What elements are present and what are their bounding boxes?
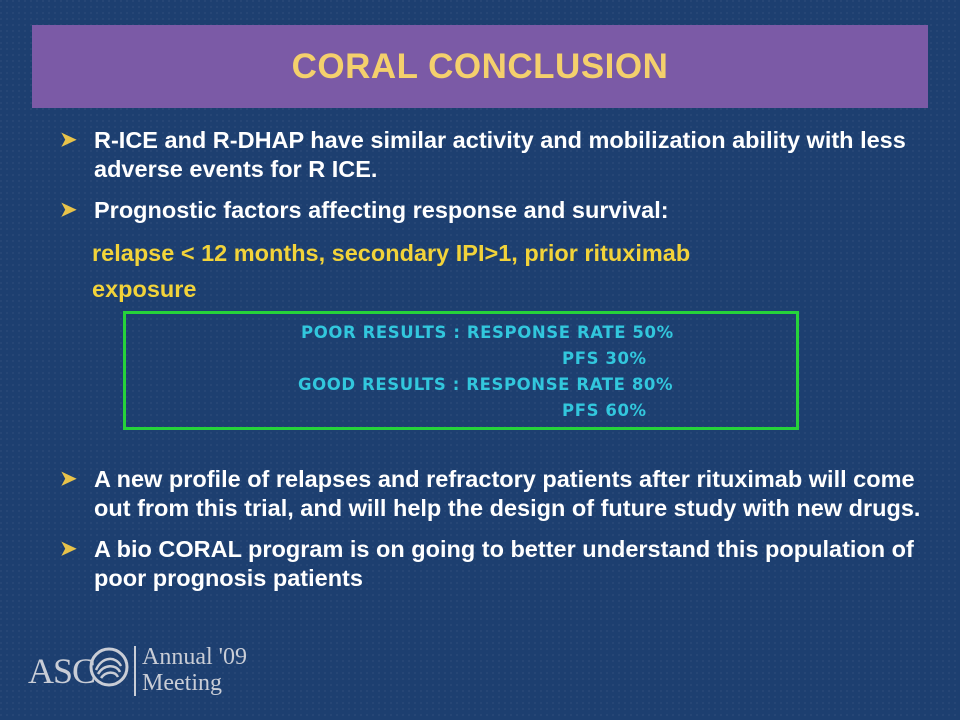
bullet-item: ➤ Prognostic factors affecting response … (60, 196, 930, 225)
good-pfs-line: PFS 60% (562, 401, 647, 420)
prognostic-factors-line: relapse < 12 months, secondary IPI>1, pr… (92, 240, 691, 266)
asco-swirl-icon (89, 647, 129, 687)
bullet-text: A new profile of relapses and refractory… (94, 466, 921, 521)
top-bullet-list: ➤ R-ICE and R-DHAP have similar activity… (60, 126, 930, 237)
poor-results-line: POOR RESULTS : RESPONSE RATE 50% (301, 323, 674, 342)
bullet-text: Prognostic factors affecting response an… (94, 197, 669, 223)
arrow-bullet-icon: ➤ (60, 538, 77, 560)
logo-meeting-text: Meeting (142, 670, 222, 696)
arrow-bullet-icon: ➤ (60, 129, 77, 151)
results-box: POOR RESULTS : RESPONSE RATE 50% PFS 30%… (123, 311, 799, 430)
arrow-bullet-icon: ➤ (60, 468, 77, 490)
asco-annual-meeting-logo: ASC Annual '09 Meeting (28, 640, 268, 700)
bullet-text: A bio CORAL program is on going to bette… (94, 536, 914, 591)
bullet-item: ➤ A new profile of relapses and refracto… (60, 465, 930, 523)
bullet-text: R-ICE and R-DHAP have similar activity a… (94, 127, 906, 182)
arrow-bullet-icon: ➤ (60, 199, 77, 221)
logo-divider (134, 646, 136, 696)
logo-annual-text: Annual '09 (142, 644, 247, 670)
good-results-line: GOOD RESULTS : RESPONSE RATE 80% (298, 375, 674, 394)
title-banner: CORAL CONCLUSION (32, 25, 928, 108)
logo-asc-text: ASC (28, 651, 96, 691)
prognostic-factors-line-cont: exposure (92, 276, 197, 302)
bottom-bullet-list: ➤ A new profile of relapses and refracto… (60, 465, 930, 605)
slide-title: CORAL CONCLUSION (291, 46, 669, 86)
poor-pfs-line: PFS 30% (562, 349, 647, 368)
bullet-item: ➤ A bio CORAL program is on going to bet… (60, 535, 930, 593)
bullet-item: ➤ R-ICE and R-DHAP have similar activity… (60, 126, 930, 184)
